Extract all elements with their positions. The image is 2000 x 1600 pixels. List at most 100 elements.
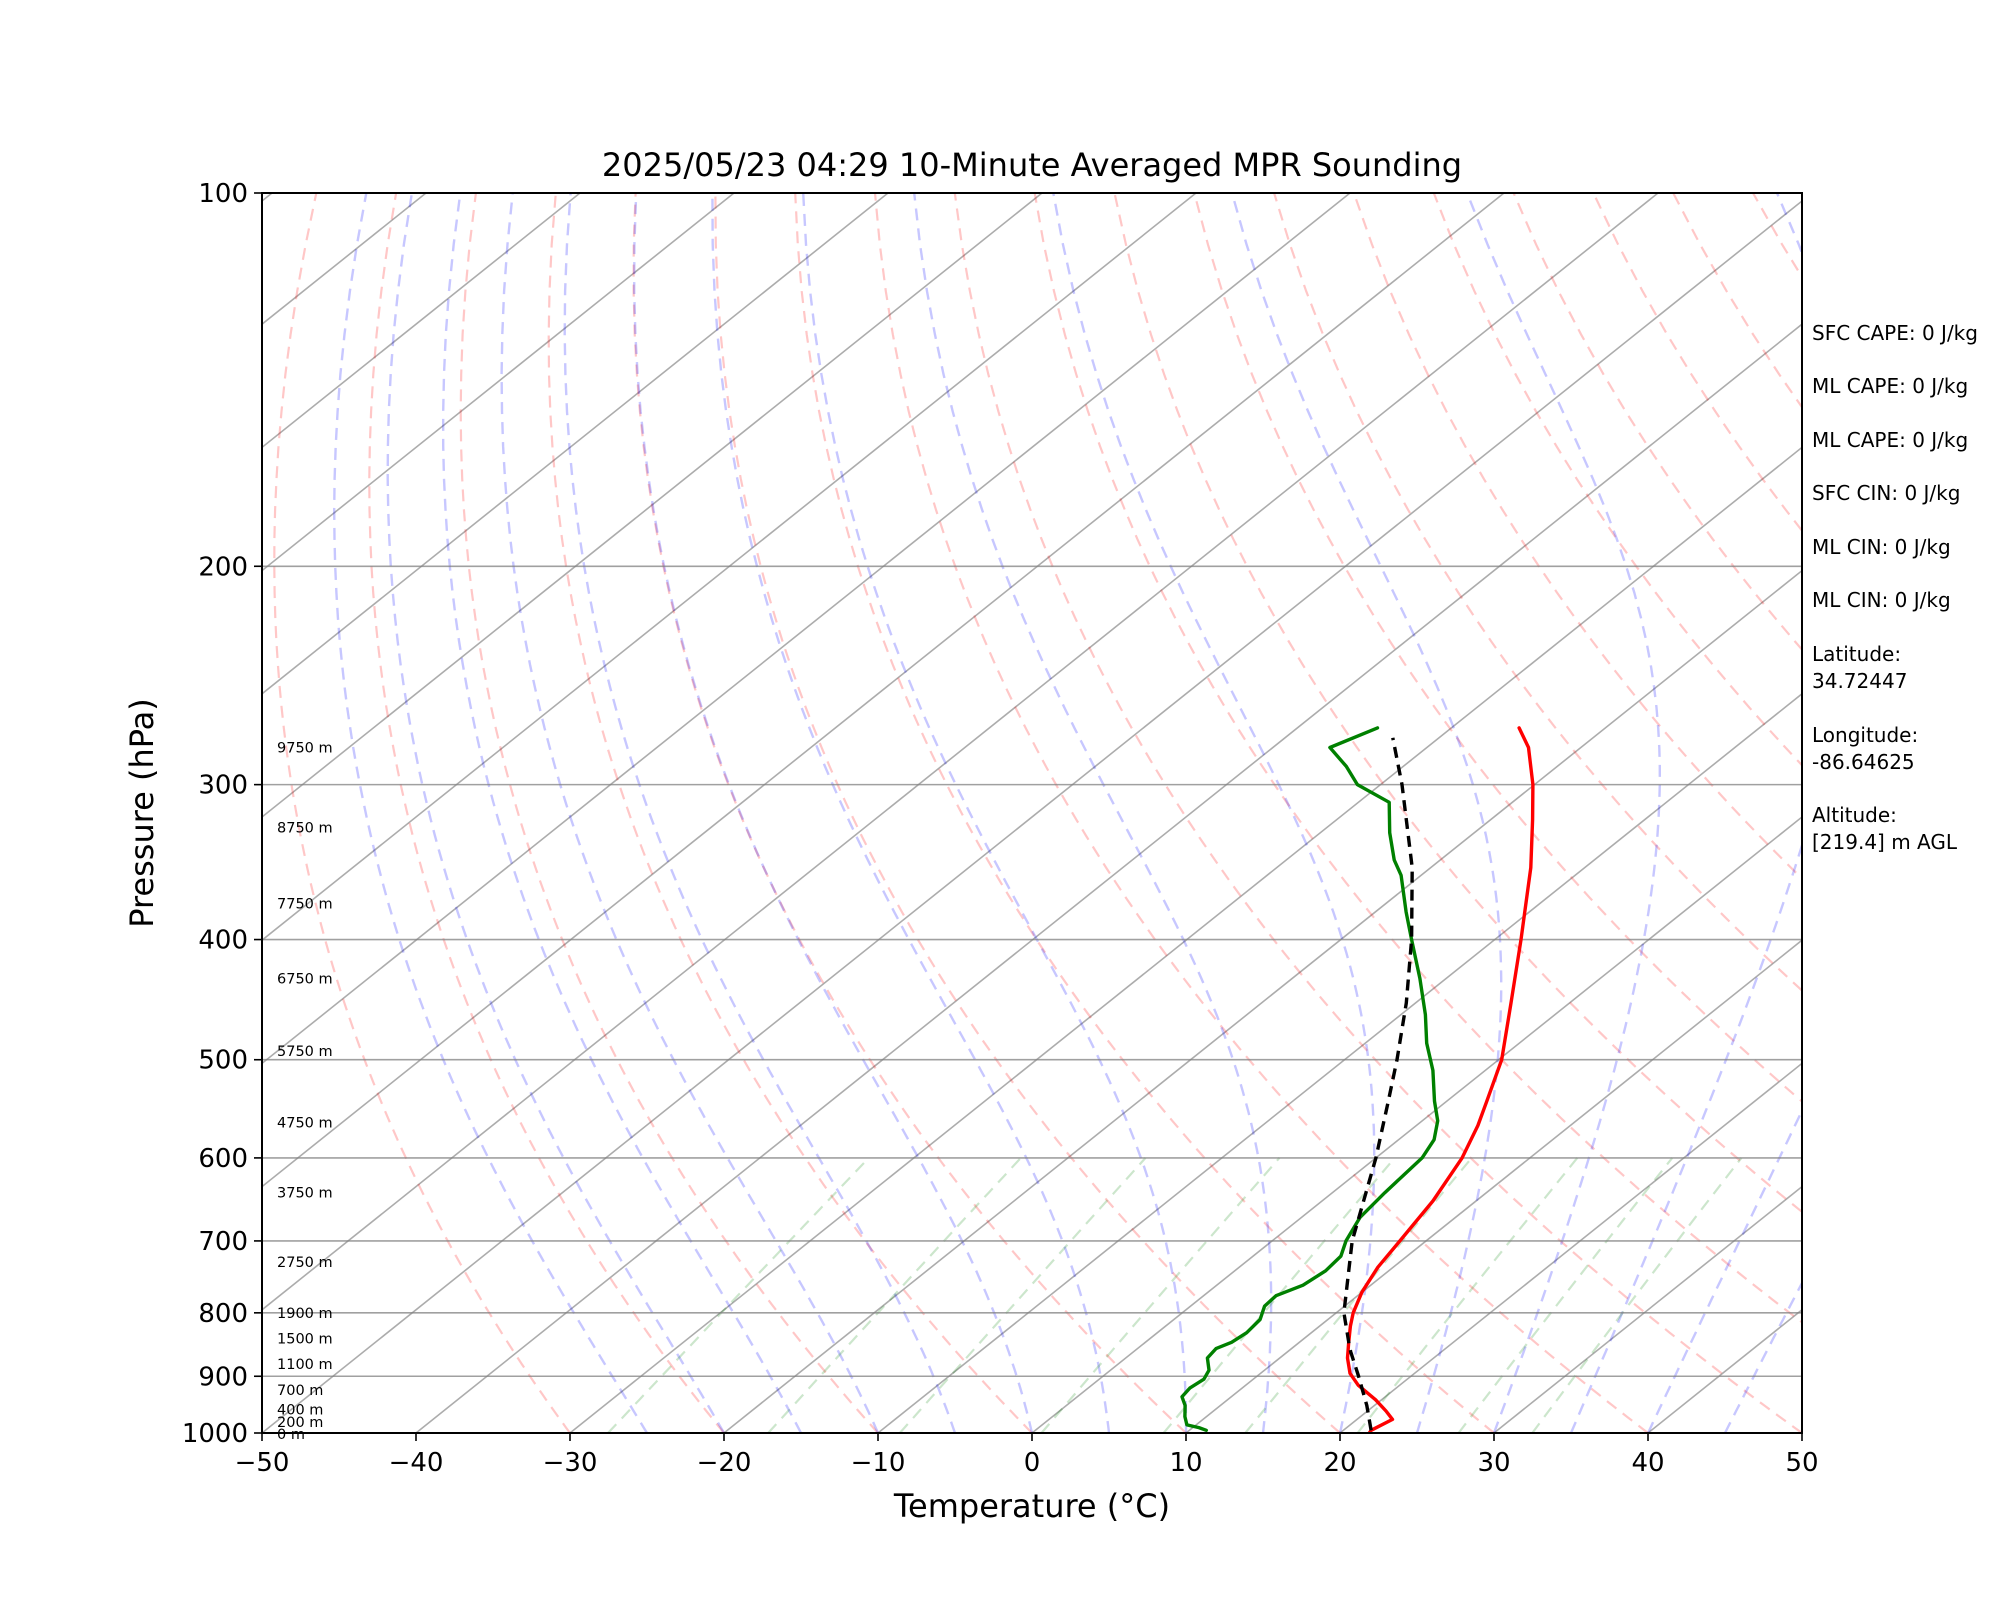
chart-title: 2025/05/23 04:29 10-Minute Averaged MPR … [602, 146, 1462, 184]
mixing-ratio-line [1531, 1157, 1743, 1433]
longitude-value: -86.64625 [1812, 750, 1915, 774]
isobar-gridlines [262, 565, 1802, 1378]
mixing-ratio-line [1457, 1157, 1674, 1433]
x-tick-label: −50 [235, 1448, 290, 1478]
isotherm-line [1493, 1185, 1802, 1433]
y-tick-label: 200 [198, 552, 248, 582]
dry-adiabat [1352, 193, 1802, 881]
isotherm-line [723, 569, 1802, 1433]
x-tick-label: 0 [1024, 1448, 1041, 1478]
longitude-label: Longitude: [1812, 723, 1918, 747]
x-axis-label: Temperature (°C) [893, 1487, 1170, 1525]
isotherm-line [877, 692, 1802, 1433]
y-tick-label: 500 [198, 1046, 248, 1076]
parcel-profile [1342, 737, 1414, 1431]
isotherm-line [262, 193, 1659, 1311]
altitude-value: [219.4] m AGL [1812, 830, 1958, 854]
dry-adiabat [632, 193, 1187, 1433]
moist-adiabat [913, 193, 1273, 1433]
temperature-profile [1345, 726, 1535, 1433]
dry-adiabat [368, 193, 725, 1433]
isotherm-line [262, 193, 735, 572]
mixing-ratio-line [1356, 1157, 1579, 1433]
dry-adiabat [953, 193, 1802, 1433]
moist-adiabat [711, 193, 1111, 1433]
indices-panel: SFC CAPE: 0 J/kg ML CAPE: 0 J/kg ML CAPE… [1812, 321, 1978, 854]
dry-adiabat [459, 193, 879, 1433]
sfc-cape-text: SFC CAPE: 0 J/kg [1812, 321, 1978, 345]
dry-adiabat [1033, 193, 1802, 1324]
y-tick-label: 800 [198, 1299, 248, 1329]
isotherm-line [1185, 939, 1802, 1433]
height-label: 700 m [277, 1383, 323, 1399]
latitude-value: 34.72447 [1812, 669, 1907, 693]
y-tick-label: 300 [198, 771, 248, 801]
background-lines [0, 193, 2000, 1433]
dry-adiabat [714, 193, 1341, 1433]
isotherm-line [569, 446, 1802, 1433]
altitude-label: Altitude: [1812, 803, 1897, 827]
ml-cin-text: ML CIN: 0 J/kg [1812, 535, 1951, 559]
y-tick-label: 700 [198, 1227, 248, 1257]
mixing-ratio-line [1162, 1157, 1396, 1433]
y-tick-label: 900 [198, 1362, 248, 1392]
isotherm-line [1031, 815, 1802, 1433]
x-tick-label: 10 [1169, 1448, 1202, 1478]
x-tick-label: −30 [543, 1448, 598, 1478]
x-tick-label: −20 [697, 1448, 752, 1478]
mixing-ratio-line [898, 1157, 1147, 1433]
y-axis-label: Pressure (hPa) [123, 698, 161, 928]
moist-adiabat [500, 193, 880, 1433]
x-tick-label: 20 [1323, 1448, 1356, 1478]
moist-adiabat [1052, 193, 1376, 1433]
ml-cin-text-2: ML CIN: 0 J/kg [1812, 588, 1951, 612]
isotherm-line [262, 193, 1505, 1188]
isotherm-line [262, 193, 581, 449]
height-label: 5750 m [277, 1044, 333, 1060]
height-label: 1100 m [277, 1357, 333, 1373]
height-label: 400 m [277, 1402, 323, 1418]
moist-adiabat [1569, 193, 1802, 1433]
x-tick-label: 40 [1631, 1448, 1664, 1478]
y-tick-label: 100 [198, 179, 248, 209]
height-label: 9750 m [277, 740, 333, 756]
ml-cape-text-2: ML CAPE: 0 J/kg [1812, 428, 1968, 452]
mixing-ratio-line [1244, 1157, 1473, 1433]
height-label: 7750 m [277, 896, 333, 912]
isotherm-line [262, 193, 889, 695]
moist-adiabat [632, 193, 1034, 1433]
y-tick-label: 1000 [182, 1419, 248, 1449]
isotherm-line [415, 323, 1802, 1433]
isotherm-line [0, 193, 118, 1433]
x-tick-label: −10 [851, 1448, 906, 1478]
moist-adiabat [1230, 193, 1503, 1433]
moist-adiabat [802, 193, 1188, 1433]
x-tick-label: 30 [1477, 1448, 1510, 1478]
dry-adiabat [1993, 193, 2000, 1433]
moist-adiabat [442, 193, 803, 1433]
y-tick-label: 400 [198, 926, 248, 956]
moist-adiabat [386, 193, 726, 1433]
y-axis: 100 200 300 400 500 600 700 800 900 1000 [182, 179, 262, 1449]
dry-adiabat [794, 193, 1495, 1433]
x-axis: −50 −40 −30 −20 −10 0 10 20 30 40 50 [235, 1433, 1819, 1478]
mixing-ratio-line [607, 1157, 870, 1433]
height-label: 8750 m [277, 821, 333, 837]
dry-adiabat [273, 193, 571, 1433]
moist-adiabat [332, 193, 649, 1433]
ml-cape-text: ML CAPE: 0 J/kg [1812, 374, 1968, 398]
height-label: 1900 m [277, 1306, 333, 1322]
moist-adiabat [1465, 193, 1661, 1433]
mixing-ratio-line [767, 1157, 1022, 1433]
height-label: 200 m [277, 1415, 323, 1431]
x-tick-label: 50 [1785, 1448, 1818, 1478]
moist-adiabat [563, 193, 957, 1433]
isotherm-line [262, 199, 1802, 1433]
latitude-label: Latitude: [1812, 642, 1901, 666]
dry-adiabat [547, 193, 1033, 1433]
height-label: 6750 m [277, 972, 333, 988]
y-tick-label: 600 [198, 1144, 248, 1174]
height-label: 0 m [277, 1427, 305, 1443]
